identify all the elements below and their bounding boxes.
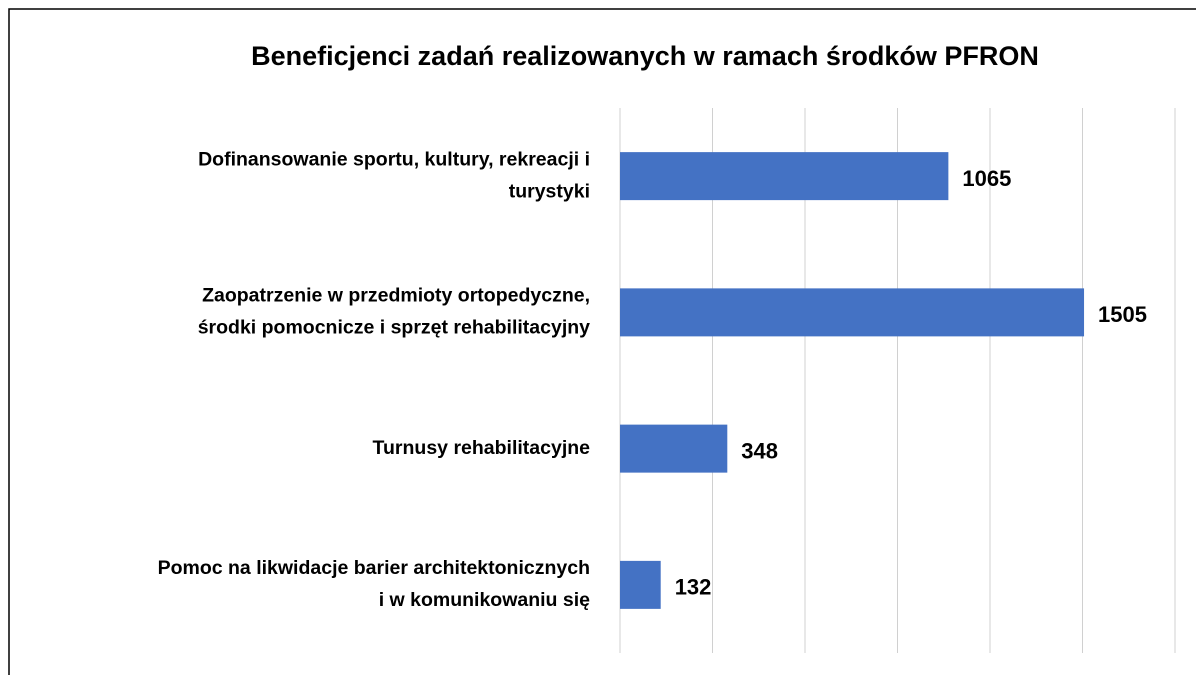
y-tick-label: Turnusy rehabilitacyjne <box>373 437 591 459</box>
data-label: 1505 <box>1098 302 1147 327</box>
y-tick-label: Zaopatrzenie w przedmioty ortopedyczne, <box>202 285 590 307</box>
y-tick-label: i w komunikowaniu się <box>379 589 590 611</box>
y-tick-label: turystyki <box>509 180 590 202</box>
bar <box>620 288 1085 337</box>
data-label: 132 <box>675 575 712 600</box>
y-tick-label: Pomoc na likwidacje barier architektonic… <box>158 557 590 579</box>
y-tick-label: środki pomocnicze i sprzęt rehabilitacyj… <box>198 317 590 339</box>
frame <box>8 8 1196 675</box>
bar <box>620 152 949 201</box>
bar <box>620 560 661 609</box>
data-label: 1065 <box>962 166 1011 191</box>
chart-title: Beneficjenci zadań realizowanych w ramac… <box>251 41 1039 71</box>
data-label: 348 <box>741 438 778 463</box>
bar <box>620 424 728 473</box>
y-tick-label: Dofinansowanie sportu, kultury, rekreacj… <box>198 148 590 170</box>
